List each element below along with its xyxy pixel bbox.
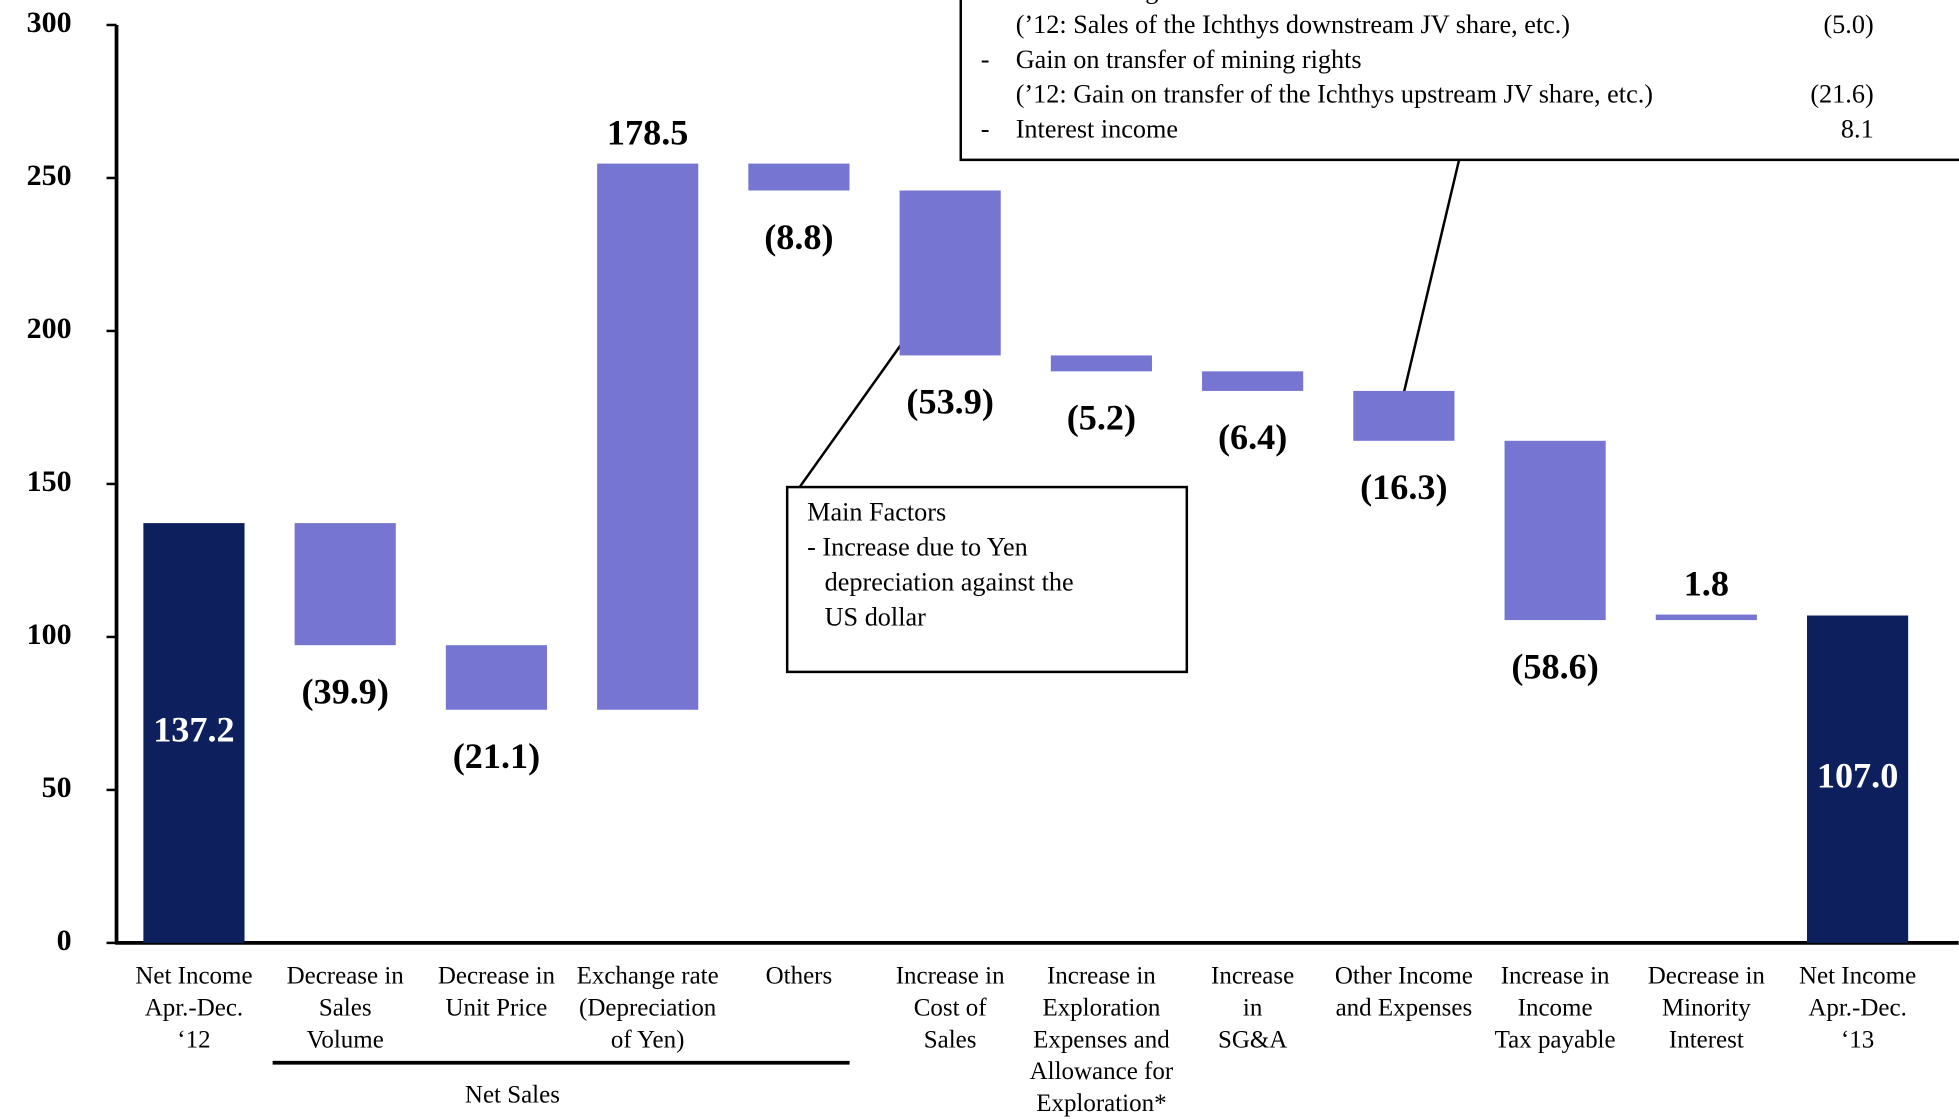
annotation-text: Decrease in gain on sales of investment … <box>1016 0 1537 5</box>
x-tick-label: Exploration* <box>1036 1090 1166 1117</box>
annotation-text: US dollar <box>825 602 926 631</box>
x-tick-label: Increase in <box>1047 963 1156 990</box>
data-label: (53.9) <box>906 382 993 422</box>
bar <box>1050 355 1152 372</box>
x-tick-label: of Yen) <box>611 1026 685 1053</box>
connector <box>1400 159 1461 403</box>
x-tick-label: Sales <box>924 1026 977 1053</box>
x-tick-label: Other Income <box>1335 963 1473 990</box>
annotation-bullet: - <box>981 0 990 5</box>
x-tick-label: Apr.-Dec. <box>1808 994 1906 1021</box>
bar <box>1807 615 1909 943</box>
bar <box>143 523 245 943</box>
annotation-value: (5.0) <box>1823 10 1873 39</box>
x-tick-label: and Expenses <box>1336 994 1473 1021</box>
x-tick-label: Increase in <box>1501 963 1610 990</box>
x-tick-label: Sales <box>319 994 372 1021</box>
bar <box>1655 614 1757 621</box>
data-label: 178.5 <box>607 112 688 152</box>
x-tick-label: SG&A <box>1218 1026 1287 1053</box>
x-tick-label: Interest <box>1669 1026 1744 1053</box>
x-tick-label: Exploration <box>1042 994 1160 1021</box>
data-label: (58.6) <box>1511 646 1598 686</box>
bar <box>899 190 1001 356</box>
bar <box>294 523 396 646</box>
x-tick-label: Allowance for <box>1030 1058 1174 1085</box>
y-tick-label: 0 <box>57 924 72 957</box>
x-tick-label: Volume <box>307 1026 384 1053</box>
y-tick-label: 150 <box>27 465 72 498</box>
x-tick-label: ‘13 <box>1841 1026 1874 1053</box>
annotation-box <box>785 485 1189 674</box>
bar <box>748 163 850 191</box>
annotation-text: Gain on transfer of mining rights <box>1016 45 1362 74</box>
data-label: (6.4) <box>1218 417 1287 457</box>
annotation-text: - Increase due to Yen <box>807 533 1028 562</box>
bar <box>1353 390 1455 441</box>
y-tick-label: 50 <box>42 771 72 804</box>
annotation-text: (’12: Gain on transfer of the Ichthys up… <box>1016 80 1653 109</box>
data-label: (8.8) <box>764 217 833 257</box>
annotation-text: Interest income <box>1016 114 1178 143</box>
bar <box>1504 440 1606 621</box>
x-tick-label: Unit Price <box>445 994 547 1021</box>
y-tick-label: 100 <box>27 618 72 651</box>
x-tick-label: Cost of <box>914 994 988 1021</box>
annotation-bullet: - <box>981 114 990 143</box>
annotation-value: (21.6) <box>1810 80 1873 109</box>
data-label: 107.0 <box>1817 756 1898 796</box>
annotation-text: Main Factors <box>807 498 946 527</box>
bar <box>1202 371 1304 391</box>
annotation-text: (’12: Sales of the Ichthys downstream JV… <box>1016 10 1570 39</box>
data-label: (16.3) <box>1360 467 1447 507</box>
x-tick-label: Others <box>766 963 833 990</box>
x-tick-label: Increase in <box>896 963 1005 990</box>
x-tick-label: Decrease in <box>1648 963 1766 990</box>
y-tick-label: 300 <box>27 6 72 39</box>
x-tick-label: Net Income <box>1799 963 1916 990</box>
x-tick-label: Expenses and <box>1033 1026 1170 1053</box>
x-tick-label: Net Income <box>135 963 252 990</box>
data-label: (5.2) <box>1067 398 1136 438</box>
x-tick-label: Income <box>1518 994 1593 1021</box>
annotation-bullet: - <box>981 45 990 74</box>
x-tick-label: Decrease in <box>287 963 405 990</box>
bar <box>445 645 548 710</box>
data-label: (39.9) <box>301 671 388 711</box>
x-tick-label: Apr.-Dec. <box>145 994 243 1021</box>
annotation-value: 8.1 <box>1841 114 1874 143</box>
data-label: 1.8 <box>1684 563 1729 603</box>
y-tick-label: 250 <box>27 159 72 192</box>
x-tick-label: ‘12 <box>177 1026 210 1053</box>
connector <box>798 330 912 488</box>
data-label: (21.1) <box>453 736 540 776</box>
x-tick-label: Increase <box>1211 963 1294 990</box>
annotation-box <box>959 0 1959 162</box>
data-label: 137.2 <box>153 709 234 749</box>
group-label: Net Sales <box>465 1081 560 1108</box>
x-tick-label: Decrease in <box>438 963 556 990</box>
x-tick-label: Tax payable <box>1495 1026 1616 1053</box>
x-tick-label: Minority <box>1662 994 1751 1021</box>
x-tick-label: (Depreciation <box>579 994 717 1021</box>
x-tick-label: Exchange rate <box>577 963 719 990</box>
annotation-text: depreciation against the <box>825 567 1074 596</box>
bar <box>597 163 699 710</box>
x-tick-label: in <box>1243 994 1263 1021</box>
y-tick-label: 200 <box>27 312 72 345</box>
